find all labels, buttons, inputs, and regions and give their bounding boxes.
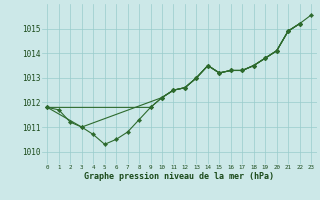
- X-axis label: Graphe pression niveau de la mer (hPa): Graphe pression niveau de la mer (hPa): [84, 172, 274, 181]
